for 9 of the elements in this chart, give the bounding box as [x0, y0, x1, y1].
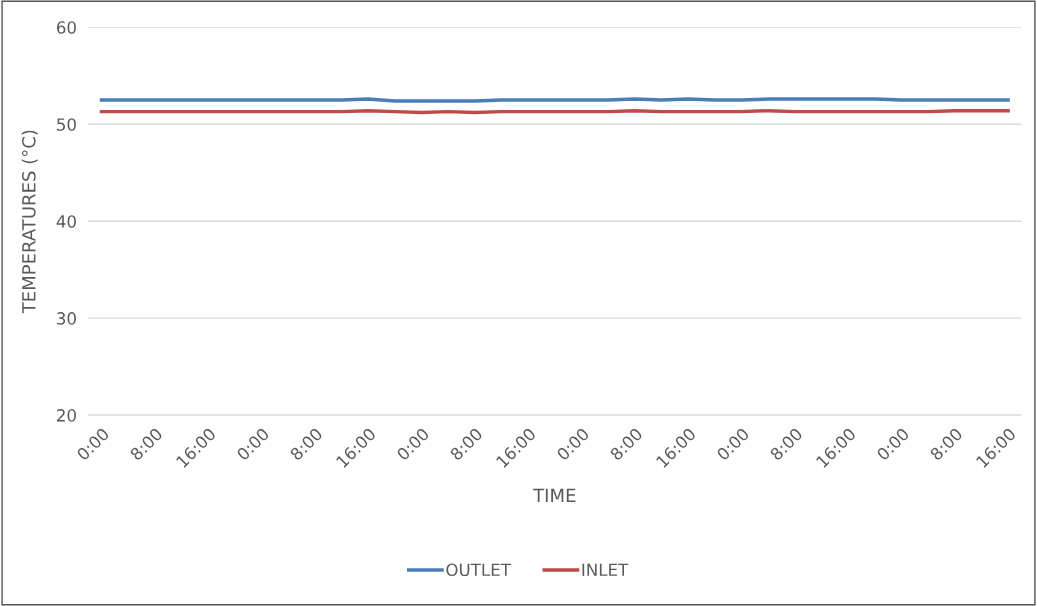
legend-label: OUTLET: [446, 563, 511, 577]
x-axis-title: TIME: [533, 488, 576, 502]
y-tick-label: 40: [56, 215, 76, 228]
y-tick-label: 20: [57, 409, 76, 422]
legend-label: INLET: [582, 563, 629, 576]
y-tick-label: 30: [57, 312, 76, 325]
y-tick-label: 60: [56, 21, 76, 34]
y-tick-label: 50: [57, 118, 76, 131]
y-axis-title: TEMPERATURES (°C): [21, 130, 38, 314]
